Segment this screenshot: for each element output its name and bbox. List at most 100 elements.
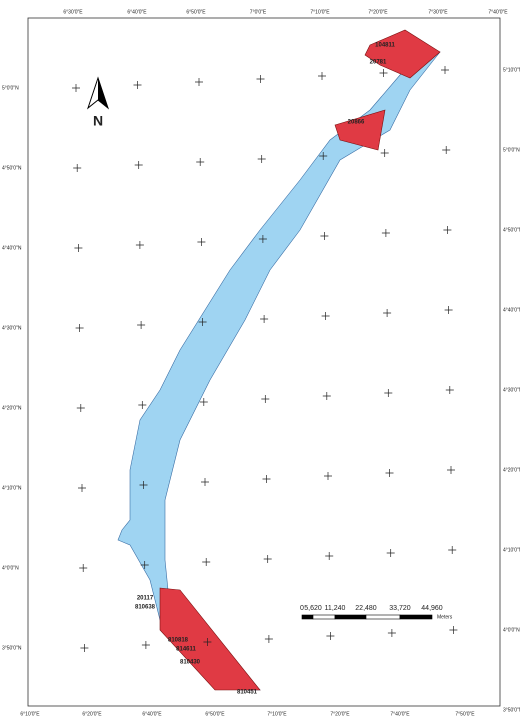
graticule-cross [321, 312, 330, 320]
graticule-cross [449, 626, 458, 634]
graticule-cross [261, 395, 270, 403]
scale-label: 33,720 [389, 605, 411, 612]
block-polygon [364, 29, 441, 79]
scale-segment [334, 614, 367, 620]
graticule-cross [444, 306, 453, 314]
graticule-cross [257, 155, 266, 163]
graticule-cross [197, 238, 206, 246]
graticule-cross [140, 561, 149, 569]
bottom-coord-label: 6°40'0"E [142, 711, 162, 717]
block-label: 810430 [180, 660, 201, 666]
graticule-cross [441, 66, 449, 74]
graticule-cross [383, 309, 392, 317]
graticule-cross [442, 146, 451, 154]
graticule-cross [139, 481, 148, 489]
bottom-coord-label: 6°10'0"E [20, 711, 40, 717]
graticule-cross [262, 475, 271, 483]
scale-segment [399, 614, 433, 620]
top-coord-label: 7°20'0"E [368, 9, 388, 15]
left-coord-label: 4°40'0"N [2, 245, 22, 251]
graticule-cross [135, 241, 144, 249]
graticule-cross [318, 72, 326, 80]
left-coord-label: 4°20'0"N [2, 405, 22, 411]
top-coord-label: 7°0'0"E [250, 9, 267, 15]
top-coord-label: 7°40'0"E [488, 9, 508, 15]
top-coord-label: 6°50'0"E [186, 9, 206, 15]
block-label: 20781 [370, 60, 387, 66]
graticule-cross [385, 469, 394, 477]
graticule-cross [325, 552, 334, 560]
graticule-cross [379, 69, 388, 77]
graticule-cross [133, 81, 142, 89]
left-coord-label: 4°50'0"N [2, 165, 22, 171]
coastal-strip [117, 51, 441, 691]
right-coord-label: 4°40'0"N [503, 307, 520, 313]
graticule-cross [195, 78, 203, 86]
graticule-cross [387, 629, 396, 637]
block-label: 810451 [237, 690, 258, 696]
graticule-cross [78, 484, 86, 492]
top-coord-label: 6°40'0"E [127, 9, 147, 15]
graticule-cross [258, 235, 267, 243]
block-polygon [159, 587, 261, 691]
right-coord-label: 4°20'0"N [503, 467, 520, 473]
scale-segment [301, 614, 314, 620]
scale-label: 0 [300, 605, 304, 612]
graticule-cross [138, 401, 147, 409]
right-coord-label: 5°0'0"N [503, 147, 520, 153]
block-label: 810638 [135, 605, 156, 611]
bottom-coord-label: 7°40'0"E [390, 711, 410, 717]
graticule-cross [199, 398, 208, 406]
graticule-cross [448, 546, 457, 554]
graticule-cross [326, 632, 335, 640]
scale-segment [312, 614, 336, 620]
right-coord-label: 3°50'0"N [503, 707, 520, 713]
scale-label: 44,960 [421, 605, 443, 612]
block-label: 810818 [168, 638, 189, 644]
graticule-cross [137, 321, 146, 329]
graticule-cross [202, 558, 211, 566]
bottom-coord-label: 7°50'0"E [455, 711, 475, 717]
left-coord-label: 3°50'0"N [2, 645, 22, 651]
graticule-cross [196, 158, 205, 166]
graticule-cross [79, 564, 88, 572]
bottom-coord-label: 6°50'0"E [205, 711, 225, 717]
scale-label: 5,620 [304, 605, 322, 612]
left-coord-label: 4°30'0"N [2, 325, 22, 331]
top-coord-label: 6°30'0"E [63, 9, 83, 15]
graticule-cross [445, 386, 454, 394]
graticule-cross [256, 75, 265, 83]
top-coord-label: 7°10'0"E [310, 9, 330, 15]
graticule-cross [76, 404, 85, 412]
graticule-cross [260, 315, 269, 323]
block-label: 20117 [137, 596, 154, 602]
graticule-cross [319, 152, 328, 160]
graticule-cross [324, 472, 332, 480]
left-coord-label: 5°0'0"N [2, 85, 19, 91]
graticule-cross [203, 638, 212, 646]
scale-label: 11,240 [325, 605, 346, 612]
graticule-cross [320, 232, 329, 240]
graticule-cross [198, 318, 207, 326]
right-coord-label: 5°10'0"N [503, 67, 520, 73]
right-coord-label: 4°10'0"N [503, 547, 520, 553]
right-coord-label: 4°0'0"N [503, 627, 520, 633]
north-arrow: N [86, 76, 110, 129]
graticule-cross [75, 324, 84, 332]
bottom-coord-label: 7°20'0"E [330, 711, 350, 717]
scale-segment [365, 614, 401, 620]
graticule-cross [74, 244, 83, 252]
scale-bar: 0 5,620 11,240 22,480 33,720 44,960 Meters [300, 605, 453, 620]
graticule-cross [381, 229, 390, 237]
left-coord-label: 4°10'0"N [2, 485, 22, 491]
block-polygon [334, 109, 386, 151]
scale-label: 22,480 [355, 605, 377, 612]
map-frame [27, 17, 501, 707]
north-label: N [93, 113, 103, 129]
graticule-cross [386, 549, 395, 557]
block-label: 104811 [375, 43, 395, 49]
graticule-cross [447, 466, 455, 474]
graticule-cross [384, 389, 393, 397]
right-coord-label: 4°30'0"N [503, 387, 520, 393]
